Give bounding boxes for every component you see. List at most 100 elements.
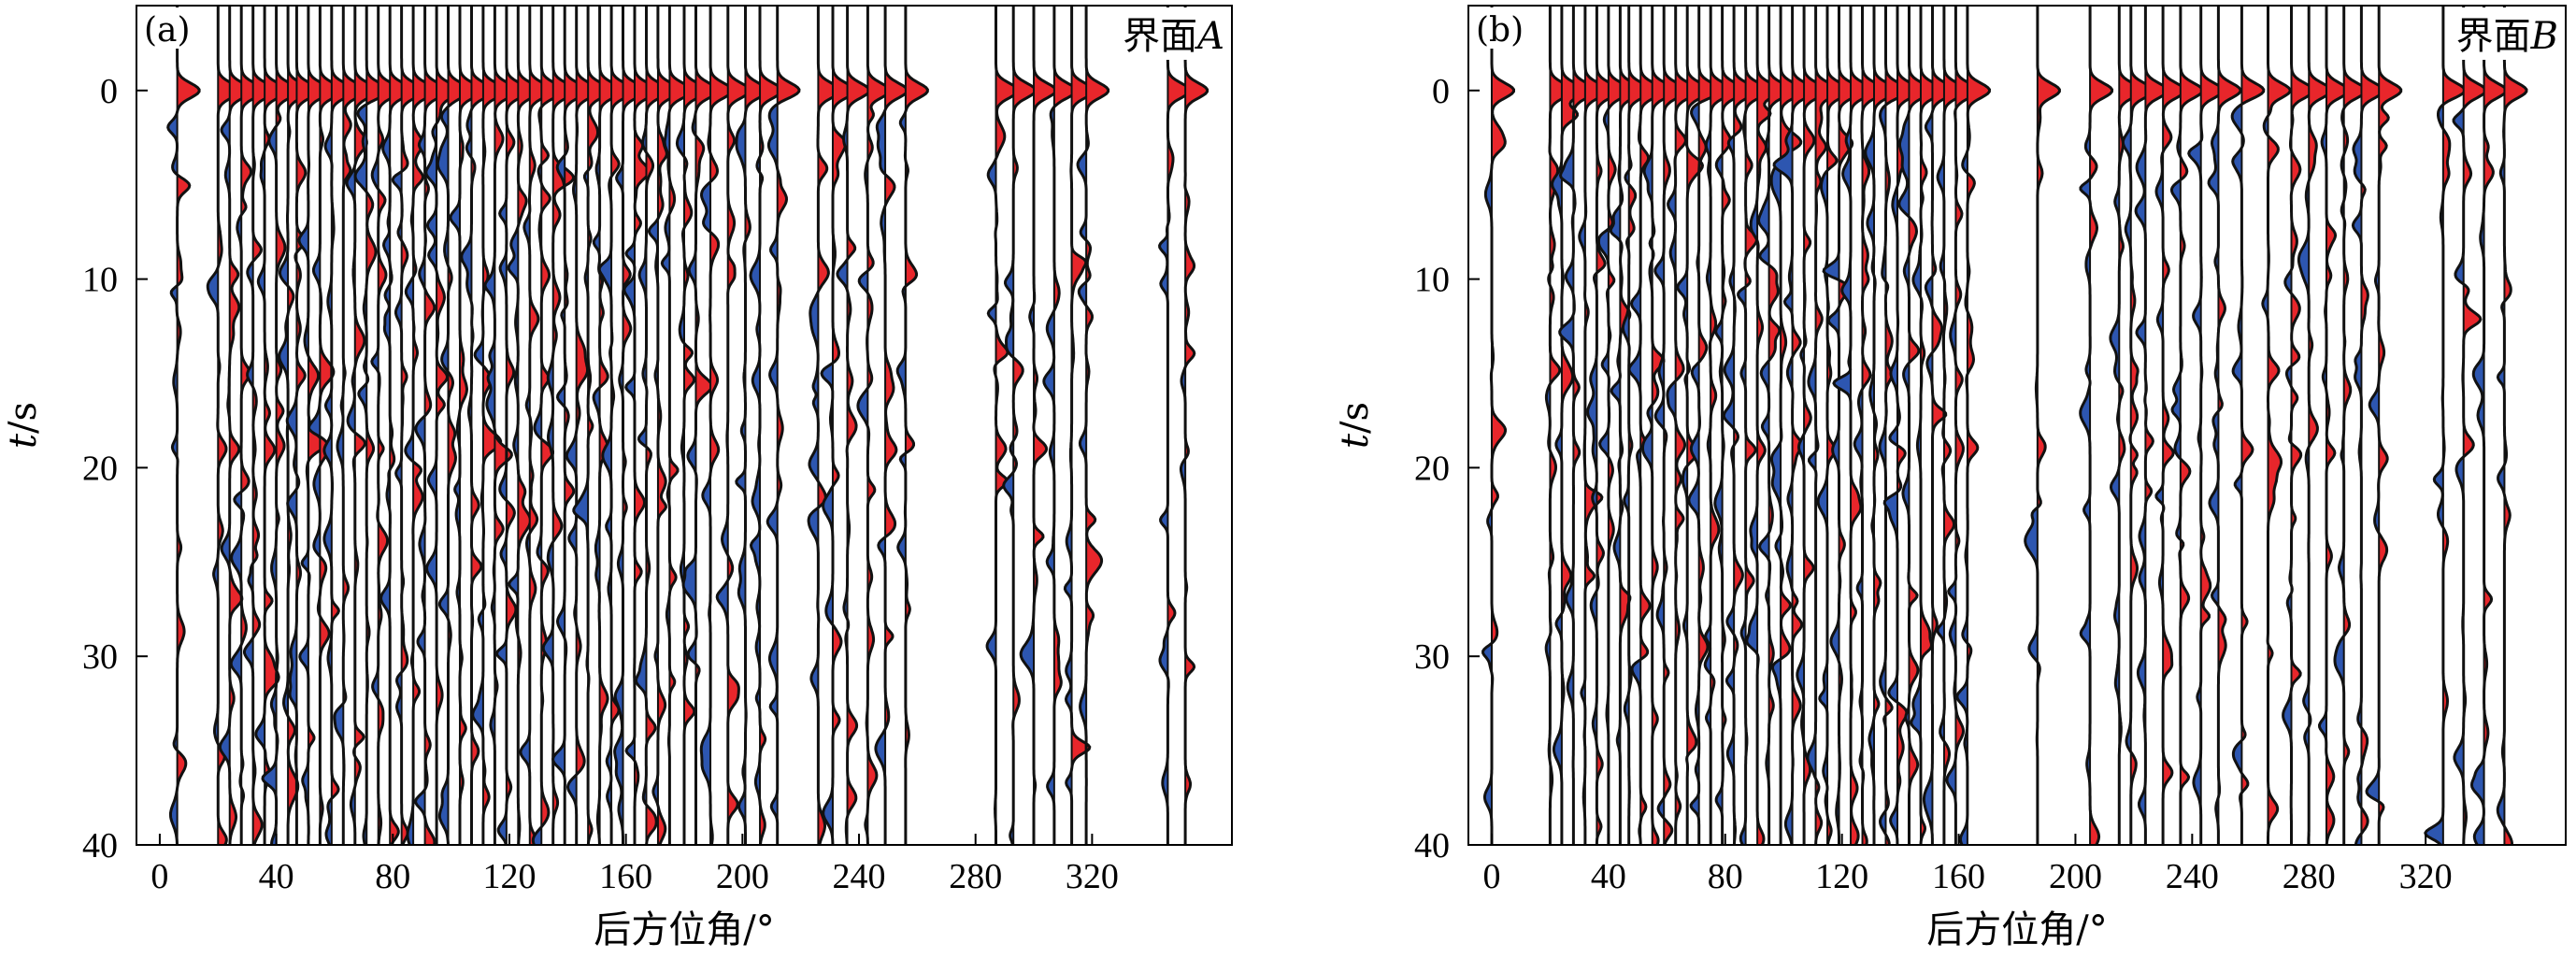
trace-line — [766, 6, 801, 845]
x-tick-label: 40 — [259, 857, 294, 896]
x-axis-title: 后方位角/° — [1926, 908, 2107, 951]
x-tick-label: 0 — [1482, 857, 1500, 896]
trace-negative-fill — [2471, 6, 2484, 845]
trace-positive-fill — [2442, 6, 2465, 845]
trace-negative-fill — [231, 6, 242, 845]
trace-line — [2496, 6, 2528, 845]
trace-negative-fill — [1824, 6, 1839, 845]
trace-line — [1806, 6, 1839, 845]
trace-negative-fill — [2425, 6, 2443, 845]
interface-label-var: A — [1194, 15, 1224, 58]
x-axis-title: 后方位角/° — [594, 908, 774, 951]
trace-negative-fill — [636, 6, 647, 845]
trace-positive-fill — [2241, 6, 2264, 845]
trace-line — [1666, 6, 1699, 845]
y-tick-label: 0 — [1432, 72, 1450, 111]
trace-positive-fill — [177, 6, 200, 845]
panel-label: (a) — [144, 11, 191, 50]
y-axis-var: t — [2, 433, 45, 449]
trace-positive-fill — [695, 6, 718, 845]
trace-positive-fill — [1967, 6, 1990, 845]
trace-positive-fill — [885, 6, 908, 845]
trace-positive-fill — [745, 6, 767, 845]
trace-line — [2207, 6, 2242, 845]
plot-frame — [1467, 5, 2567, 846]
trace-line — [634, 6, 670, 845]
trace-positive-fill — [1086, 6, 1109, 845]
trace-negative-fill — [371, 6, 379, 845]
trace-line — [647, 6, 681, 845]
plot-frame — [136, 5, 1233, 846]
trace-line — [1864, 6, 1897, 845]
traces — [1481, 6, 2528, 845]
trace-negative-fill — [1956, 6, 1968, 845]
panel-label: (b) — [1476, 11, 1524, 50]
trace-line — [471, 6, 507, 845]
trace-line — [1551, 6, 1585, 845]
trace-negative-fill — [355, 6, 367, 845]
svg-text:t/s: t/s — [2, 402, 45, 449]
y-tick-label: 30 — [82, 637, 118, 677]
trace-line — [2121, 6, 2154, 845]
trace-line — [2365, 6, 2403, 845]
svg-text:t/s: t/s — [1334, 402, 1377, 449]
x-tick-label: 320 — [2399, 857, 2453, 896]
trace-line — [1922, 6, 1956, 845]
y-tick-label: 20 — [1414, 449, 1450, 488]
y-axis-var: t — [1334, 433, 1377, 449]
trace-line — [379, 6, 414, 845]
trace-line — [1558, 6, 1597, 845]
interface-label-prefix: 界面 — [1123, 15, 1197, 58]
traces — [166, 6, 1209, 845]
trace-negative-fill — [1610, 6, 1621, 845]
trace-line — [1641, 6, 1676, 845]
trace-line — [1019, 6, 1057, 845]
trace-line — [1757, 6, 1793, 845]
trace-line — [2424, 6, 2467, 845]
y-tick-label: 10 — [1414, 261, 1450, 300]
trace-line — [1955, 6, 1992, 845]
trace-positive-fill — [905, 6, 928, 845]
trace-negative-fill — [415, 6, 425, 845]
trace-line — [1687, 6, 1723, 845]
trace-line — [597, 6, 636, 845]
trace-line — [1621, 6, 1653, 845]
trace-negative-fill — [1552, 6, 1562, 845]
trace-line — [2079, 6, 2114, 845]
trace-line — [1853, 6, 1886, 845]
trace-line — [436, 6, 472, 845]
trace-line — [874, 6, 909, 845]
y-tick-label: 10 — [82, 261, 118, 300]
trace-line — [370, 6, 402, 845]
trace-negative-fill — [1746, 6, 1758, 845]
trace-line — [531, 6, 565, 845]
x-tick-label: 120 — [1815, 857, 1868, 896]
panel-a: 0 40 80 120 160 200 240 280 320 0 10 20 30 40 后方位角/° t/… — [2, 5, 1233, 951]
y-axis-title: t/s — [1334, 402, 1377, 449]
trace-line — [675, 6, 708, 845]
x-tick-label: 240 — [833, 857, 886, 896]
trace-line — [1002, 6, 1038, 845]
trace-line — [2109, 6, 2143, 845]
trace-line — [483, 6, 519, 845]
trace-negative-fill — [496, 6, 507, 845]
trace-negative-fill — [1937, 6, 1944, 845]
trace-negative-fill — [308, 6, 321, 845]
trace-positive-fill — [2504, 6, 2526, 845]
trace-line — [1722, 6, 1758, 845]
trace-negative-fill — [533, 6, 542, 845]
trace-line — [613, 6, 647, 845]
trace-positive-fill — [2037, 6, 2060, 845]
trace-line — [261, 6, 300, 845]
trace-positive-fill — [2379, 6, 2401, 845]
trace-negative-fill — [2454, 6, 2464, 845]
interface-label-prefix: 界面 — [2456, 15, 2531, 58]
x-tick-label: 320 — [1066, 857, 1119, 896]
trace-negative-fill — [623, 6, 635, 845]
x-tick-label: 120 — [482, 857, 536, 896]
trace-line — [2169, 6, 2204, 845]
trace-line — [551, 6, 589, 845]
trace-line — [541, 6, 577, 845]
trace-negative-fill — [1642, 6, 1653, 845]
trace-negative-fill — [1947, 6, 1956, 845]
